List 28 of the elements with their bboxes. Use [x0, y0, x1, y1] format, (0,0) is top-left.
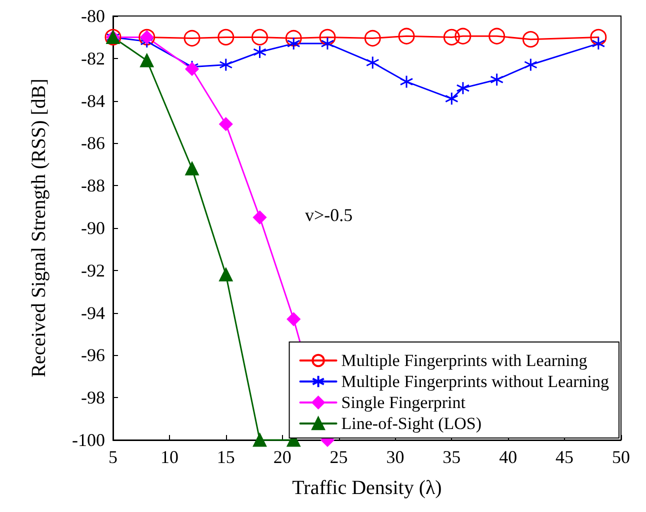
x-tick-label: 40 — [499, 447, 518, 467]
x-tick-label: 30 — [386, 447, 404, 467]
annotation: v>-0.5 — [305, 205, 353, 225]
x-tick-label: 25 — [330, 447, 348, 467]
x-axis-title: Traffic Density (λ) — [292, 477, 442, 499]
x-tick-label: 50 — [612, 447, 630, 467]
x-tick-label: 45 — [556, 447, 574, 467]
y-tick-label: -94 — [81, 302, 105, 323]
x-tick-label: 5 — [108, 447, 118, 467]
x-tick-label: 20 — [273, 447, 292, 467]
y-tick-label: -88 — [81, 176, 105, 196]
y-tick-label: -98 — [81, 388, 105, 408]
y-tick-label: -96 — [81, 345, 105, 366]
x-tick-label: 10 — [160, 447, 178, 467]
y-tick-label: -84 — [81, 90, 105, 111]
y-tick-label: -86 — [81, 133, 105, 154]
y-tick-label: -80 — [81, 6, 105, 26]
x-tick-label: 15 — [216, 447, 235, 467]
y-axis-title: Received Signal Strength (RSS) [dB] — [28, 78, 50, 378]
legend-label: Multiple Fingerprints with Learning — [341, 351, 588, 370]
y-tick-label: -90 — [81, 218, 105, 238]
legend-label: Single Fingerprint — [341, 393, 466, 412]
x-tick-label: 35 — [442, 447, 461, 467]
y-tick-label: -100 — [72, 430, 105, 450]
y-tick-label: -82 — [81, 48, 105, 68]
legend-label: Line-of-Sight (LOS) — [341, 414, 482, 433]
legend-label: Multiple Fingerprints without Learning — [341, 372, 610, 391]
y-tick-label: -92 — [81, 260, 105, 280]
